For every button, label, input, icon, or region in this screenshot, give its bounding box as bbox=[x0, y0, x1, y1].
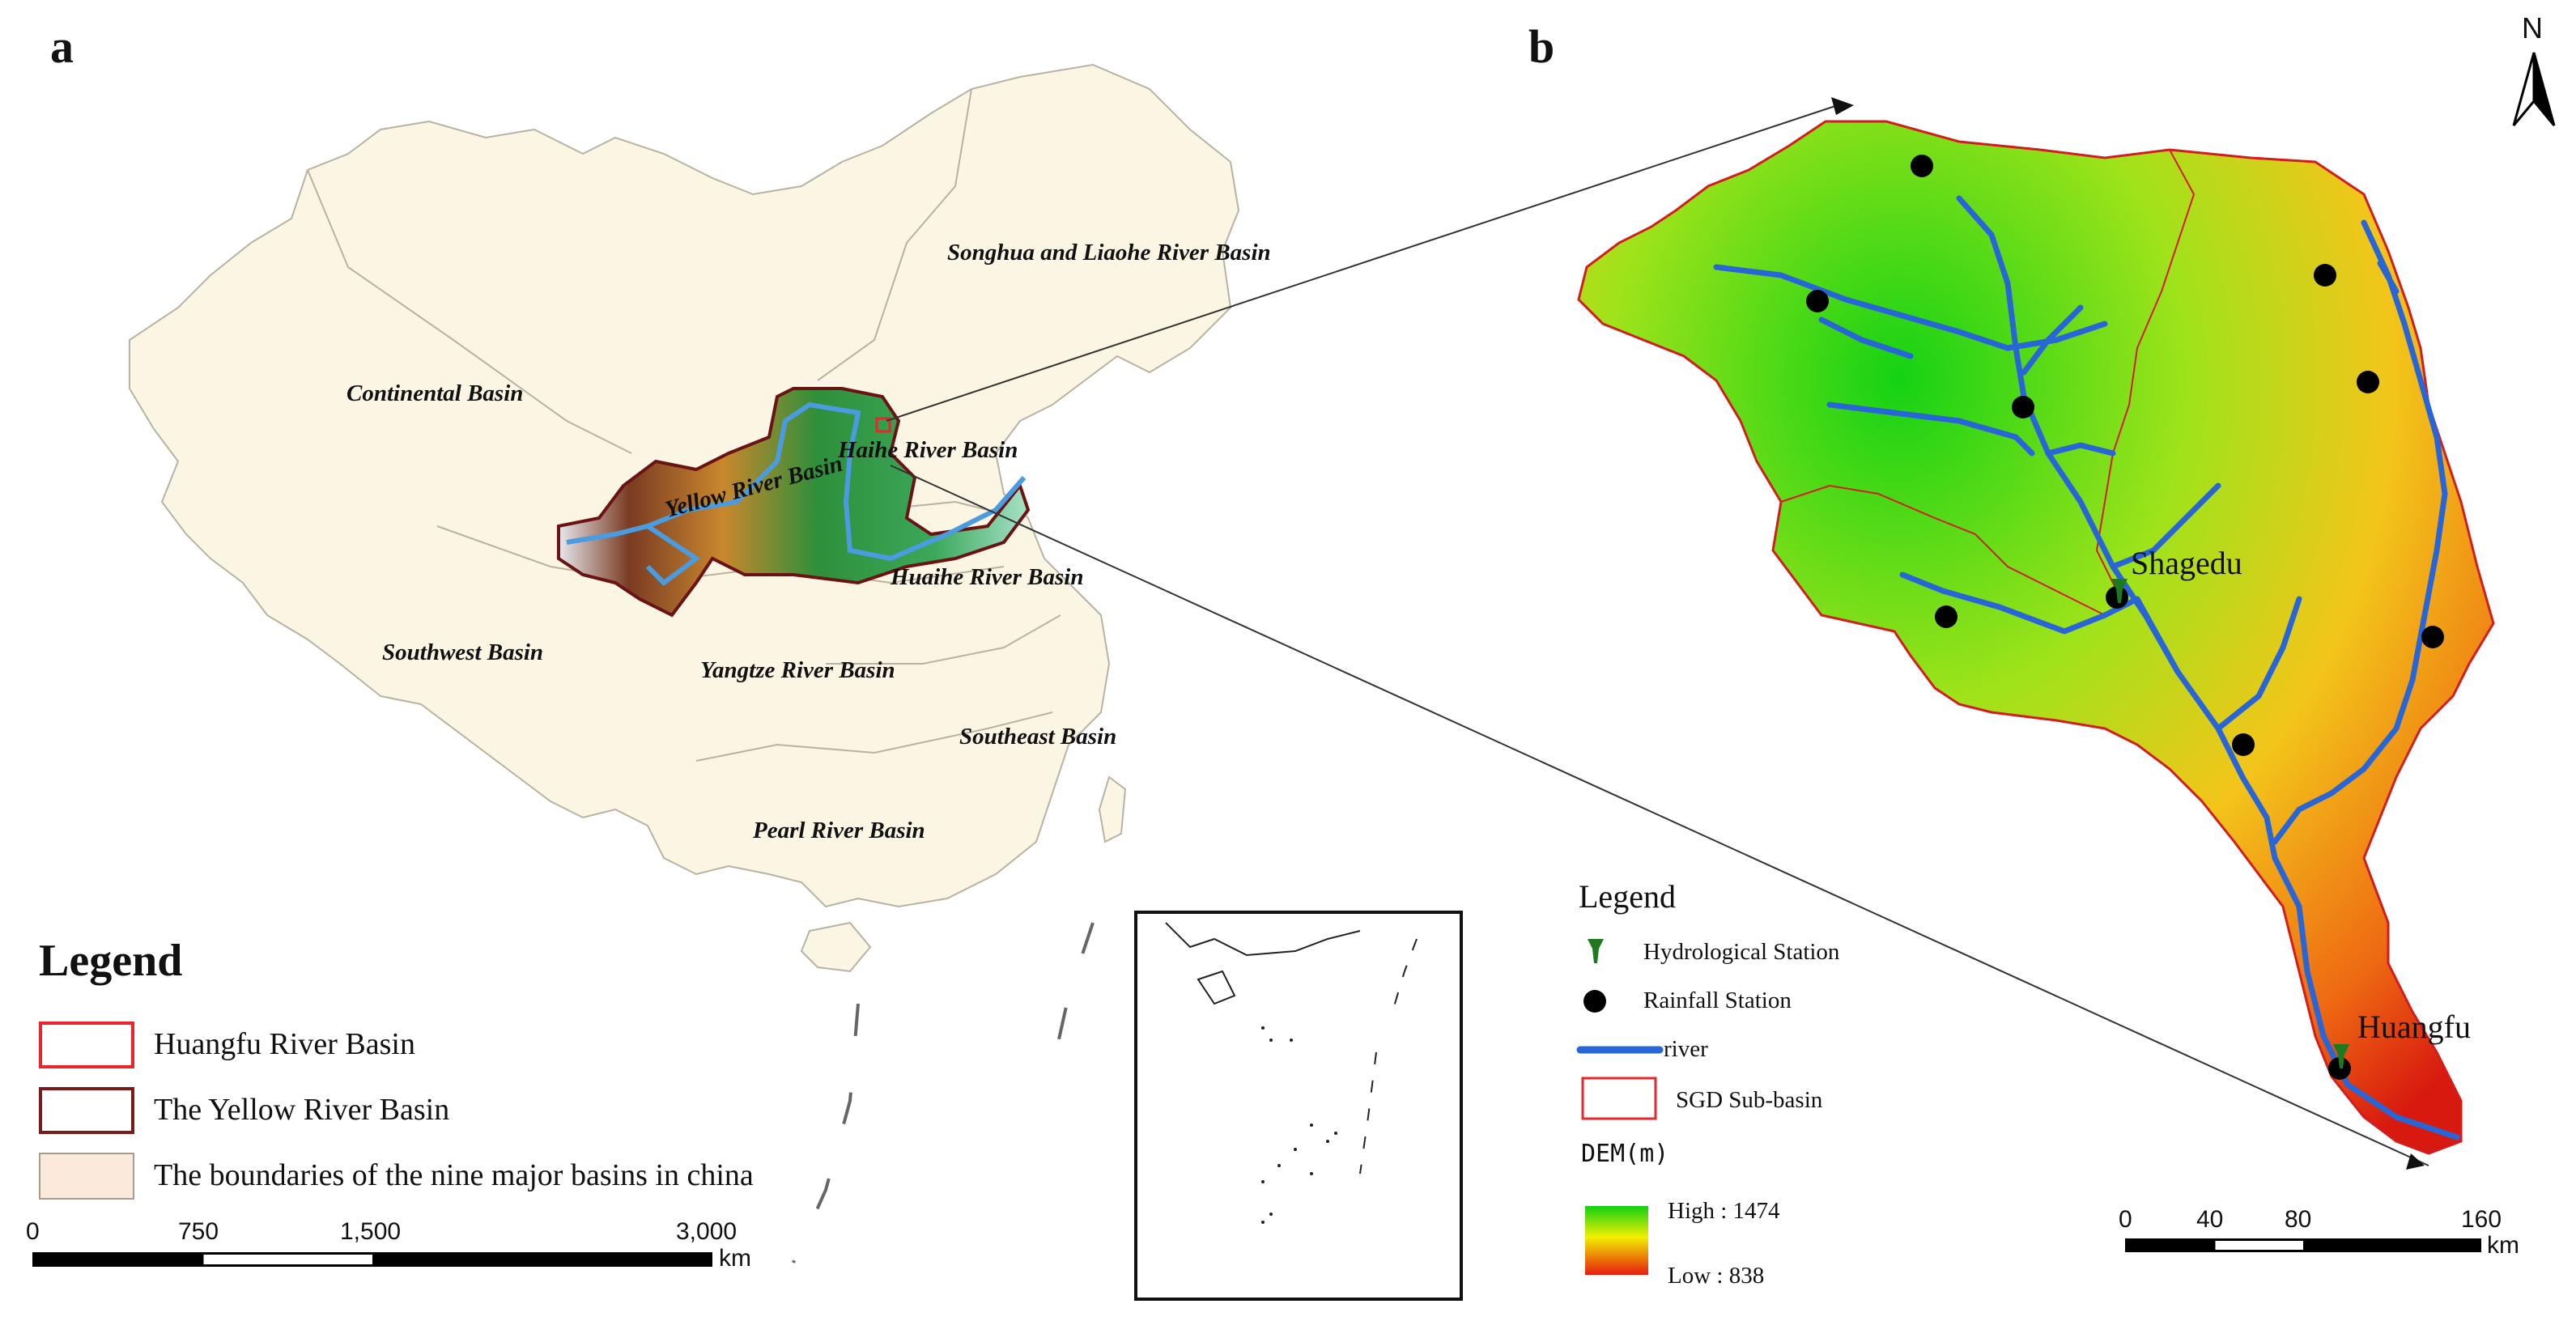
panel-b-letter: b bbox=[1528, 20, 1555, 73]
station-label-shagedu: Shagedu bbox=[2131, 545, 2242, 581]
rainfall-station-icon bbox=[1583, 990, 1606, 1013]
legend-a-label-nine-basins: The boundaries of the nine major basins … bbox=[154, 1158, 754, 1192]
basin-label-haihe: Haihe River Basin bbox=[838, 437, 1018, 463]
rainfall-station-marker bbox=[2357, 371, 2379, 393]
huangfu-basin-dem bbox=[1577, 120, 2495, 1155]
legend-a-swatch-yellow bbox=[39, 1087, 134, 1134]
rainfall-stations bbox=[1806, 155, 2444, 1080]
station-label-huangfu: Huangfu bbox=[2357, 1009, 2471, 1045]
sgd-subbasin-boundaries bbox=[1780, 149, 2196, 616]
huangfu-river-network bbox=[1713, 195, 2460, 1140]
scale-b-tick-3: 160 bbox=[2461, 1206, 2502, 1233]
basin-label-southeast: Southeast Basin bbox=[959, 724, 1117, 750]
panel-a-letter: a bbox=[50, 20, 74, 73]
hydrological-stations bbox=[2111, 579, 2349, 1068]
scale-b-tick-1: 40 bbox=[2196, 1206, 2224, 1233]
south-china-sea-inset bbox=[1134, 911, 1463, 1301]
basin-label-pearl: Pearl River Basin bbox=[753, 818, 925, 843]
legend-b-label-river: river bbox=[1664, 1036, 1708, 1062]
rainfall-station-marker bbox=[1911, 155, 1933, 177]
huangfu-basin-marker bbox=[875, 417, 891, 433]
scale-b-tick-0: 0 bbox=[2119, 1206, 2132, 1233]
basin-boundaries bbox=[307, 88, 1061, 762]
scale-a-tick-2: 1,500 bbox=[340, 1218, 402, 1245]
basin-label-yangtze: Yangtze River Basin bbox=[700, 657, 895, 683]
north-arrow bbox=[2512, 52, 2556, 126]
zoom-arrow-top bbox=[1831, 97, 1854, 115]
zoom-arrow-bottom bbox=[2406, 1153, 2425, 1170]
basin-label-southwest: Southwest Basin bbox=[382, 639, 544, 665]
legend-b-label-hydrological: Hydrological Station bbox=[1643, 939, 1840, 965]
legend-a-label-yellow: The Yellow River Basin bbox=[154, 1093, 450, 1127]
scale-a-tick-0: 0 bbox=[26, 1218, 40, 1245]
hydrological-station-marker bbox=[2333, 1044, 2349, 1068]
hainan-island bbox=[800, 921, 872, 973]
scale-bar-b bbox=[2125, 1238, 2481, 1252]
basin-label-songhua: Songhua and Liaohe River Basin bbox=[947, 240, 1271, 265]
dem-color-ramp bbox=[1585, 1206, 1648, 1275]
zoom-line-bottom bbox=[890, 465, 2429, 1166]
dem-legend-high: High : 1474 bbox=[1668, 1198, 1780, 1224]
hydrological-station-icon bbox=[1588, 939, 1604, 963]
rainfall-station-marker bbox=[2106, 586, 2128, 609]
rainfall-station-marker bbox=[2232, 733, 2255, 756]
nine-dash-line bbox=[792, 922, 1095, 1264]
rainfall-station-marker bbox=[2314, 264, 2336, 287]
basin-label-continental: Continental Basin bbox=[346, 380, 524, 406]
legend-a-label-huangfu: Huangfu River Basin bbox=[154, 1027, 415, 1061]
yellow-river-basin-area bbox=[557, 387, 1031, 618]
scale-bar-a bbox=[32, 1252, 712, 1267]
rainfall-station-marker bbox=[1935, 605, 1958, 628]
legend-b-title: Legend bbox=[1579, 878, 1676, 915]
inset-islands bbox=[1261, 1026, 1337, 1224]
scale-a-unit: km bbox=[719, 1245, 751, 1272]
dem-legend-low: Low : 838 bbox=[1668, 1263, 1765, 1289]
yellow-river-line bbox=[566, 401, 1027, 586]
scale-b-unit: km bbox=[2487, 1232, 2519, 1259]
legend-b-label-sgd: SGD Sub-basin bbox=[1676, 1087, 1823, 1113]
zoom-line-top bbox=[886, 104, 1838, 422]
taiwan-island bbox=[1098, 775, 1127, 843]
rainfall-station-marker bbox=[2012, 396, 2034, 418]
hydrological-station-marker bbox=[2111, 579, 2128, 603]
dem-legend-title: DEM(m) bbox=[1581, 1140, 1669, 1168]
inset-coastline bbox=[1165, 922, 1418, 1174]
subbasin-box-icon bbox=[1581, 1077, 1657, 1120]
scale-a-tick-3: 3,000 bbox=[676, 1218, 738, 1245]
north-label: N bbox=[2522, 11, 2543, 45]
scale-a-tick-1: 750 bbox=[178, 1218, 219, 1245]
basin-label-huaihe: Huaihe River Basin bbox=[891, 564, 1084, 590]
legend-a-swatch-huangfu bbox=[39, 1022, 134, 1068]
rainfall-station-marker bbox=[2421, 626, 2444, 648]
legend-a-title: Legend bbox=[39, 936, 183, 986]
rainfall-station-marker bbox=[1806, 290, 1829, 312]
legend-a-swatch-nine-basins bbox=[39, 1153, 134, 1200]
legend-b-label-rainfall: Rainfall Station bbox=[1643, 988, 1792, 1013]
scale-b-tick-2: 80 bbox=[2285, 1206, 2312, 1233]
